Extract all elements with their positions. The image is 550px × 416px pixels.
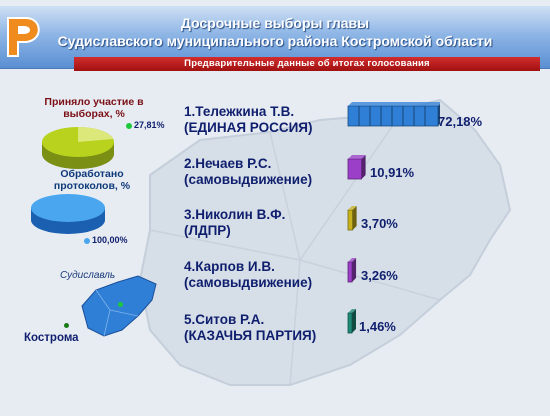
bar-4 [347,258,357,283]
percent-label-3: 3,70% [361,216,398,231]
city-label-sudislavl: Судиславль [60,270,116,281]
channel-logo-icon [7,17,40,57]
candidate-name-5: 5.Ситов Р.А. (КАЗАЧЬЯ ПАРТИЯ) [184,312,316,344]
candidate-4-line2: (самовыдвижение) [184,275,313,290]
protocols-label: Обработано протоколов, % [53,168,131,192]
candidate-4-line1: 4.Карпов И.В. [184,259,275,274]
title-line-1: Досрочные выборы главы [180,15,370,31]
bar-3 [347,206,357,231]
protocols-pie-chart [31,194,105,234]
candidate-3-line2: (ЛДПР) [184,223,231,238]
result-bars [347,102,440,334]
city-label-kostroma: Кострома [24,332,79,344]
protocols-value: 100,00% [92,235,128,245]
header-banner: Досрочные выборы главы Судиславского мун… [0,6,550,71]
candidate-2-line2: (самовыдвижение) [184,172,313,187]
sudislavl-marker [118,302,123,307]
percent-label-4: 3,26% [361,268,398,283]
percent-label-1: 72,18% [438,114,483,129]
turnout-value: 27,81% [134,120,165,130]
bar-2 [347,155,366,180]
candidate-name-3: 3.Николин В.Ф. (ЛДПР) [184,207,285,239]
candidate-1-line2: (ЕДИНАЯ РОССИЯ) [184,120,313,135]
candidate-name-2: 2.Нечаев Р.С. (самовыдвижение) [184,156,312,188]
kostroma-marker [64,323,69,328]
candidate-name-4: 4.Карпов И.В. (самовыдвижение) [184,259,312,291]
candidate-1-line1: 1.Тележкина Т.В. [184,104,295,119]
percent-label-5: 1,46% [359,319,396,334]
protocols-marker [84,238,90,244]
candidate-3-line1: 3.Николин В.Ф. [184,207,286,222]
turnout-label: Приняло участие в выборах, % [44,96,144,120]
turnout-marker [126,123,132,129]
bar-1 [347,102,440,127]
candidate-5-line1: 5.Ситов Р.А. [184,312,265,327]
candidate-5-line2: (КАЗАЧЬЯ ПАРТИЯ) [184,328,317,343]
percent-label-2: 10,91% [370,165,415,180]
title-line-2: Судиславского муниципального района Кост… [57,33,493,49]
candidate-name-1: 1.Тележкина Т.В. (ЕДИНАЯ РОССИЯ) [184,104,313,136]
candidate-2-line1: 2.Нечаев Р.С. [184,156,272,171]
turnout-pie-chart [42,127,114,169]
bar-5 [347,309,356,334]
subtitle-bar: Предварительные данные об итогах голосов… [74,57,540,71]
